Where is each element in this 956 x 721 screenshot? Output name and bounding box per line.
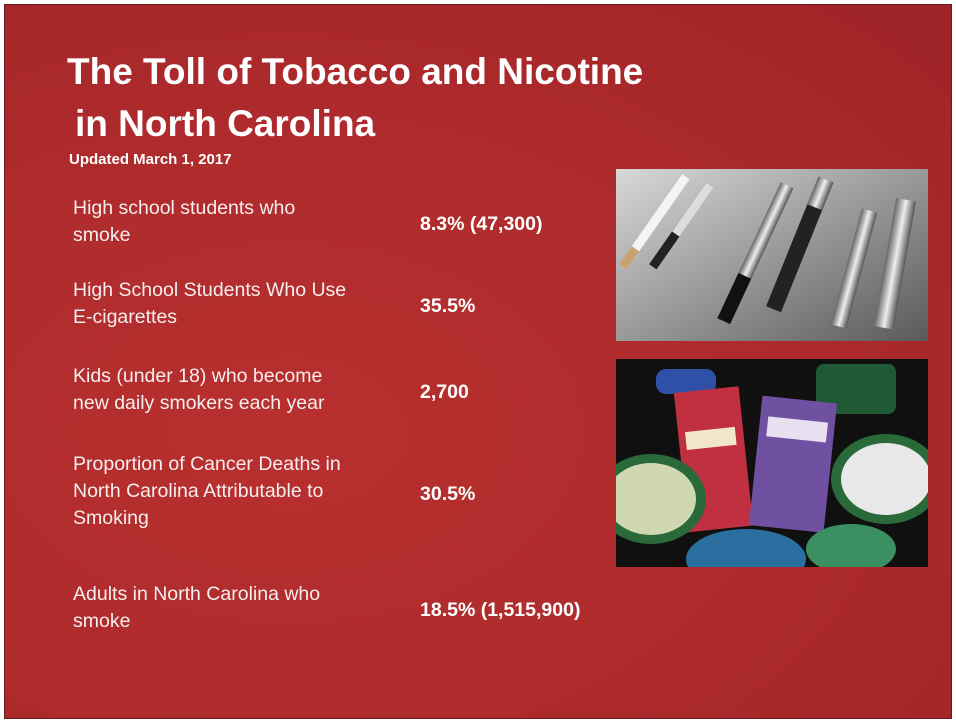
stat-value: 8.3% (47,300) — [420, 213, 543, 235]
label-line: North Carolina Attributable to — [73, 480, 324, 502]
label-line: Proportion of Cancer Deaths in — [73, 453, 341, 475]
label-line: High school students who — [73, 197, 296, 219]
slide: The Toll of Tobacco and Nicotine in Nort… — [4, 4, 952, 719]
stat-label: High School Students Who Use E-cigarettes — [73, 277, 346, 331]
stat-value: 35.5% — [420, 295, 476, 317]
subtitle: Updated March 1, 2017 — [69, 151, 232, 168]
tobacco-products-photo — [616, 359, 928, 567]
title-line: in North Carolina — [75, 103, 376, 144]
label-line: Kids (under 18) who become — [73, 365, 323, 387]
label-line: E-cigarettes — [73, 306, 178, 328]
label-line: Adults in North Carolina who — [73, 583, 321, 605]
label-line: High School Students Who Use — [73, 279, 347, 301]
stat-label: Adults in North Carolina who smoke — [73, 581, 320, 635]
e-cigarette-photo — [616, 169, 928, 341]
stat-value: 18.5% (1,515,900) — [420, 599, 581, 621]
label-line: Smoking — [73, 507, 149, 529]
stat-label: High school students who smoke — [73, 195, 295, 249]
stat-value: 2,700 — [420, 381, 469, 403]
label-line: new daily smokers each year — [73, 392, 325, 414]
stat-label: Kids (under 18) who become new daily smok… — [73, 363, 324, 417]
stat-value: 30.5% — [420, 482, 476, 505]
title-line: The Toll of Tobacco and Nicotine — [67, 51, 644, 92]
stat-label: Proportion of Cancer Deaths in North Caro… — [73, 451, 341, 532]
label-line: smoke — [73, 610, 131, 632]
label-line: smoke — [73, 224, 131, 246]
